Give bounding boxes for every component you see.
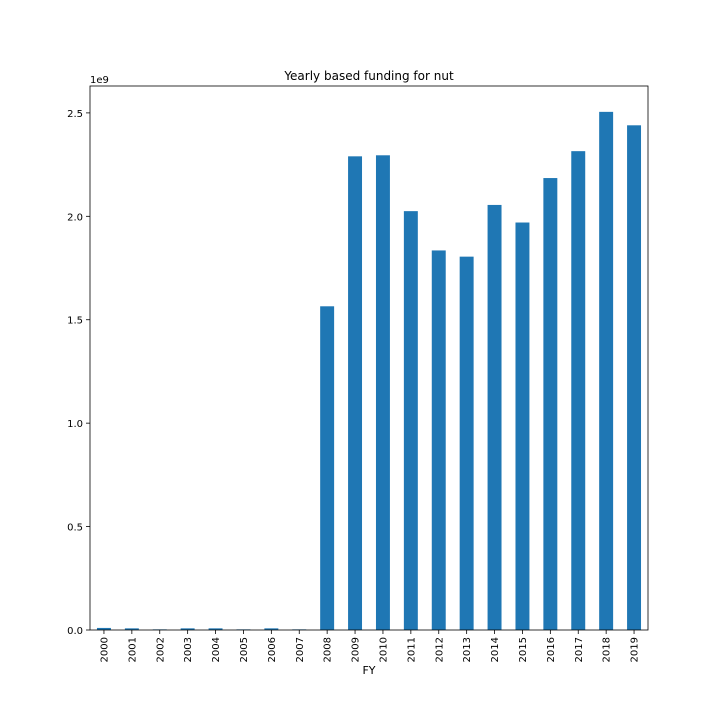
- bar-2006: [264, 628, 279, 630]
- x-tick-label: 2011: [406, 637, 417, 662]
- bar-2019: [627, 125, 642, 631]
- axes-frame: [89, 85, 649, 631]
- bar-2012: [431, 250, 446, 630]
- x-tick-label: 2016: [546, 637, 557, 662]
- x-tick-label: 2006: [267, 637, 278, 662]
- x-tick-label: 2019: [630, 637, 641, 662]
- y-tick-label: 1.0: [67, 419, 83, 430]
- x-tick-label: 2015: [518, 637, 529, 662]
- y-tick-label: 0.5: [67, 523, 83, 534]
- chart-title: Yearly based funding for nut: [283, 69, 454, 83]
- x-tick-label: 2001: [127, 637, 138, 662]
- y-tick-label: 2.0: [67, 212, 83, 223]
- bar-2004: [208, 628, 223, 630]
- bar-2010: [375, 155, 390, 631]
- bar-2008: [320, 306, 335, 630]
- bar-2001: [124, 628, 139, 630]
- x-tick-label: 2018: [602, 637, 613, 662]
- bar-2018: [599, 111, 614, 631]
- x-tick-label: 2017: [574, 637, 585, 662]
- bar-2003: [180, 628, 195, 630]
- x-tick-label: 2005: [239, 637, 250, 662]
- bar-2013: [459, 256, 474, 630]
- x-tick-label: 2007: [295, 637, 306, 662]
- bar-2009: [348, 156, 363, 630]
- bar-2015: [515, 222, 530, 630]
- y-axis-offset-label: 1e9: [90, 75, 109, 86]
- x-tick-label: 2012: [434, 637, 445, 662]
- y-tick-label: 0.0: [67, 626, 83, 637]
- x-tick-label: 2009: [351, 637, 362, 662]
- x-tick-label: 2013: [462, 637, 473, 662]
- x-axis-label: FY: [362, 664, 375, 677]
- bar-2011: [403, 211, 418, 630]
- x-tick-label: 2004: [211, 637, 222, 662]
- bar-2017: [571, 151, 586, 630]
- bar-2000: [96, 627, 111, 630]
- x-tick-label: 2002: [155, 637, 166, 662]
- bar-2016: [543, 178, 558, 631]
- y-tick-label: 1.5: [67, 316, 83, 327]
- y-tick-label: 2.5: [67, 109, 83, 120]
- x-tick-label: 2008: [323, 637, 334, 662]
- bar-2014: [487, 204, 502, 630]
- x-tick-label: 2003: [183, 637, 194, 662]
- plot-area: 0.0 0.5 1.0 1.5 2.0 2.5 2000 2001 2002 2003 2004 20…: [67, 85, 649, 662]
- x-tick-label: 2010: [378, 637, 389, 662]
- x-tick-label: 2014: [490, 637, 501, 662]
- x-tick-label: 2000: [99, 637, 110, 662]
